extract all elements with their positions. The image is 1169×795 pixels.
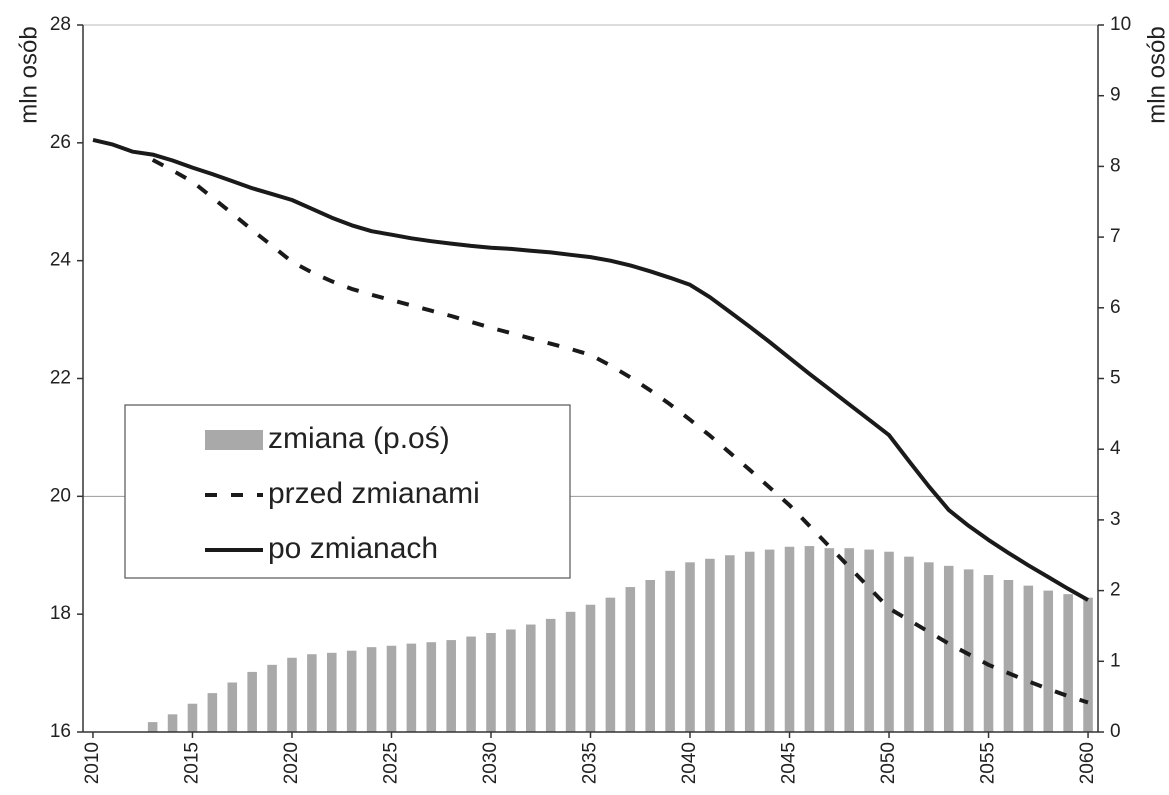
bar	[147, 722, 158, 732]
y-tick-label: 28	[50, 14, 71, 35]
y2-tick-label: 1	[1110, 650, 1121, 671]
bar	[506, 629, 516, 732]
bar	[227, 682, 238, 732]
x-tick-label: 2020	[281, 742, 302, 784]
bar	[346, 650, 357, 732]
legend-label: po zmianach	[268, 532, 438, 565]
line	[92, 137, 1089, 602]
y2-tick-label: 6	[1110, 297, 1121, 318]
y-tick-label: 18	[50, 603, 71, 624]
bar	[685, 562, 695, 732]
bar	[1063, 594, 1073, 732]
bar	[207, 693, 218, 732]
x-tick-label: 2030	[480, 742, 501, 784]
line	[151, 158, 1089, 705]
x-tick-label: 2055	[978, 742, 999, 784]
bar	[904, 556, 914, 732]
x-tick-label: 2010	[82, 742, 103, 784]
bar	[864, 549, 874, 732]
legend-label: zmiana (p.oś)	[268, 422, 450, 455]
y2-tick-label: 4	[1110, 438, 1121, 459]
bar	[963, 569, 974, 732]
bar	[764, 549, 775, 732]
legend-label: przed zmianami	[268, 477, 480, 510]
bar	[645, 579, 655, 732]
bar	[247, 671, 257, 732]
bar	[287, 657, 297, 732]
x-tick-label: 2050	[878, 742, 899, 784]
bar	[844, 548, 855, 732]
bar	[1083, 597, 1093, 732]
legend-box	[124, 404, 571, 579]
bar	[884, 551, 894, 732]
bar	[307, 654, 317, 732]
bar	[784, 546, 795, 732]
y-tick-label: 16	[50, 721, 71, 742]
bar	[486, 633, 496, 732]
bar	[446, 640, 456, 732]
y-tick-label: 22	[50, 368, 71, 389]
y-tick-label: 26	[50, 132, 71, 153]
y-tick-label: 20	[50, 485, 71, 506]
bar	[545, 618, 556, 732]
x-tick-label: 2040	[679, 742, 700, 784]
bar	[1023, 585, 1034, 732]
y-axis-title: mln osób	[15, 26, 42, 123]
bar	[625, 587, 636, 732]
x-tick-label: 2060	[1077, 742, 1098, 784]
bar	[804, 546, 815, 732]
y2-tick-label: 2	[1110, 580, 1121, 601]
y2-tick-label: 7	[1110, 226, 1121, 247]
y2-tick-label: 8	[1110, 155, 1121, 176]
y2-tick-label: 10	[1110, 14, 1131, 35]
bar	[167, 714, 178, 732]
bar	[744, 551, 755, 732]
bar	[565, 611, 576, 732]
bar	[924, 562, 934, 732]
bar	[526, 624, 536, 732]
bar	[1003, 579, 1014, 732]
bar	[983, 575, 994, 732]
bar	[824, 548, 835, 732]
y-tick-label: 24	[50, 250, 72, 271]
bar	[406, 643, 417, 732]
bar	[187, 703, 198, 732]
bar	[585, 604, 596, 732]
y2-tick-label: 9	[1110, 85, 1121, 106]
bar	[1043, 590, 1054, 732]
y2-tick-label: 3	[1110, 509, 1121, 530]
bar	[366, 647, 377, 732]
bar	[725, 555, 735, 732]
y2-tick-label: 0	[1110, 721, 1121, 742]
bar	[943, 565, 954, 732]
bar	[605, 597, 616, 732]
x-tick-label: 2045	[779, 742, 800, 784]
bar	[466, 636, 476, 732]
bar	[665, 570, 675, 732]
x-tick-label: 2035	[580, 742, 601, 784]
bar	[267, 664, 277, 732]
bar	[426, 642, 437, 732]
bar	[326, 652, 337, 732]
legend-swatch	[205, 430, 263, 450]
x-tick-label: 2025	[380, 742, 401, 784]
y2-tick-label: 5	[1110, 368, 1121, 389]
y2-axis-title: mln osób	[1143, 26, 1169, 123]
bar	[705, 558, 715, 732]
x-tick-label: 2015	[181, 742, 202, 784]
bar	[386, 645, 397, 732]
